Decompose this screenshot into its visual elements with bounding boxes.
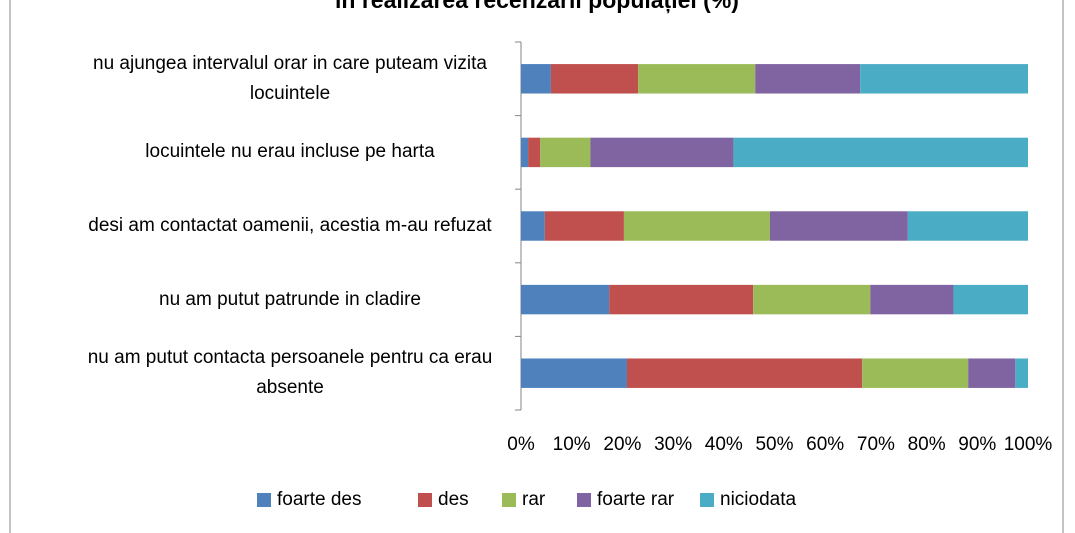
x-tick-label: 70% [857,434,895,455]
x-tick-label: 80% [908,434,946,455]
legend-label: foarte rar [597,489,675,510]
legend-swatch [577,493,591,507]
bar-segment [626,358,863,388]
x-tick-label: 90% [958,434,996,455]
bar-segment [755,64,861,94]
legend-swatch [418,493,432,507]
bar-segment [609,284,754,315]
x-tick-label: 50% [755,434,793,455]
category-label: desi am contactat oamenii, acestia m-au … [88,215,492,236]
bar-segment [540,137,591,168]
chart-title: in realizarea recenzarii populației (%) [335,0,739,14]
bar-segment [953,284,1028,315]
bar-segment [769,211,908,241]
legend-label: des [438,489,469,510]
x-tick-label: 0% [507,434,535,455]
bar-segment [907,211,1028,241]
bar-segment [544,211,624,241]
bar-segment [862,358,969,388]
category-label: nu am putut contacta persoanele pentru c… [87,347,493,399]
x-tick-label: 100% [1004,434,1053,455]
bar-segment [590,137,734,168]
legend-swatch [700,493,714,507]
bar-segment [521,358,627,388]
legend-label: foarte des [277,489,362,510]
bar-segment [860,64,1028,94]
x-tick-label: 40% [705,434,743,455]
bar-segment [638,64,756,94]
x-tick-label: 60% [806,434,844,455]
bar-segment [521,64,551,94]
category-label: locuintele nu erau incluse pe harta [145,141,435,163]
bar-segment [528,137,541,168]
x-tick-label: 30% [654,434,692,455]
bar-segment [521,211,545,241]
bar-segment [550,64,639,94]
legend-swatch [257,493,271,507]
legend-label: rar [522,489,546,510]
legend-label: niciodata [720,489,796,510]
bar-segment [870,284,954,315]
legend-swatch [502,493,516,507]
category-label: nu ajungea intervalul orar in care putea… [93,52,487,104]
bar-segment [733,137,1028,168]
bar-segment [1015,358,1028,388]
category-label: nu am putut patrunde in cladire [159,288,421,310]
bar-segment [968,358,1016,388]
x-tick-label: 20% [603,434,641,455]
x-tick-label: 10% [553,434,591,455]
chart-border [9,0,1064,533]
bar-segment [521,137,529,168]
bar-segment [623,211,770,241]
bar-segment [753,284,871,315]
bar-segment [521,284,610,315]
